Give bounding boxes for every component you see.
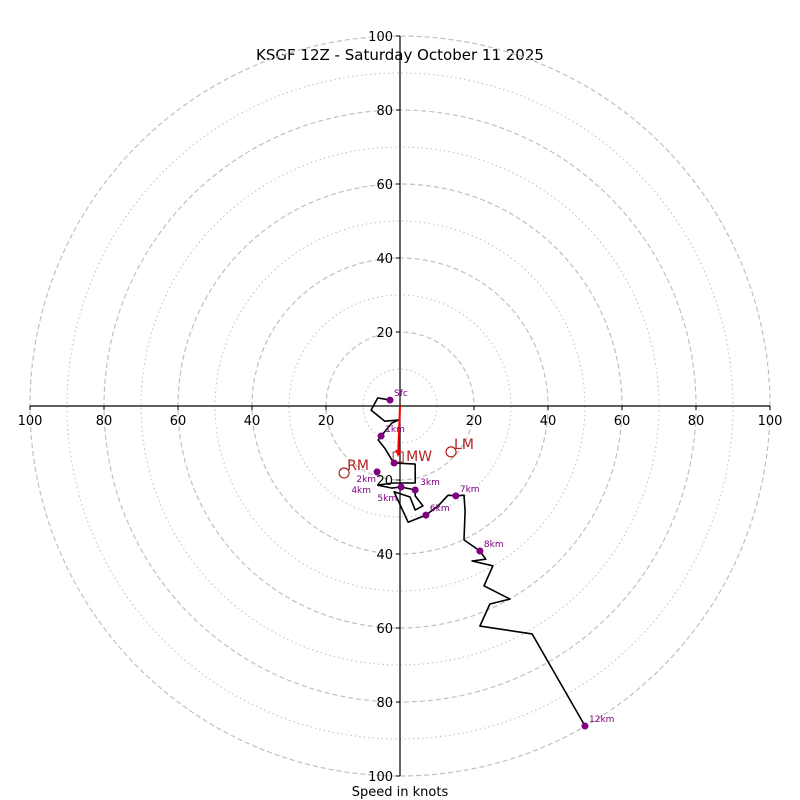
tick-label-left-60: 60 <box>170 414 187 429</box>
tick-label-top-80: 80 <box>376 104 393 119</box>
storm-label-RM: RM <box>347 458 369 474</box>
height-marker-4km <box>373 468 381 476</box>
mw-box <box>392 451 404 463</box>
height-marker-2km <box>390 459 398 467</box>
tick-label-right-20: 20 <box>466 414 483 429</box>
height-label-3km: 3km <box>420 478 440 488</box>
height-label-5km: 5km <box>377 494 397 504</box>
height-marker-6km <box>422 511 430 519</box>
tick-label-right-60: 60 <box>614 414 631 429</box>
height-markers: Sfc 1km 2km 3km 4km 5km 6km 7km 8km 12km <box>351 389 614 730</box>
mean-wind-arrow <box>392 405 404 463</box>
tick-label-left-80: 80 <box>96 414 113 429</box>
tick-label-top-60: 60 <box>376 178 393 193</box>
tick-label-top-20: 20 <box>376 326 393 341</box>
height-marker-Sfc <box>386 396 394 404</box>
height-marker-3km <box>411 486 419 494</box>
storm-label-LM: LM <box>454 437 474 453</box>
tick-label-bottom-100: 100 <box>368 770 393 785</box>
height-label-7km: 7km <box>460 485 480 495</box>
tick-label-left-20: 20 <box>318 414 335 429</box>
tick-label-left-40: 40 <box>244 414 261 429</box>
tick-label-left-100: 100 <box>18 414 43 429</box>
height-label-2km: 2km <box>356 475 376 485</box>
height-label-6km: 6km <box>430 504 450 514</box>
tick-label-bottom-60: 60 <box>376 622 393 637</box>
storm-marker-LM <box>445 446 457 458</box>
height-marker-7km <box>452 492 460 500</box>
mw-arrow-shaft <box>397 405 401 454</box>
storm-label-MW: MW <box>406 449 432 465</box>
height-marker-12km <box>581 722 589 730</box>
height-marker-8km <box>476 547 484 555</box>
tick-label-bottom-80: 80 <box>376 696 393 711</box>
tick-label-top-100: 100 <box>368 30 393 45</box>
storm-marker-RM <box>338 467 350 479</box>
trace-line <box>370 397 586 727</box>
tick-label-top-40: 40 <box>376 252 393 267</box>
height-label-1km: 1km <box>385 425 405 435</box>
hodograph-trace <box>370 397 586 727</box>
height-label-12km: 12km <box>589 715 614 725</box>
height-label-8km: 8km <box>484 540 504 550</box>
x-axis-label: Speed in knots <box>352 785 449 800</box>
tick-label-right-40: 40 <box>540 414 557 429</box>
tick-label-bottom-40: 40 <box>376 548 393 563</box>
height-label-Sfc: Sfc <box>394 389 408 399</box>
tick-label-right-80: 80 <box>688 414 705 429</box>
height-marker-1km <box>377 432 385 440</box>
height-label-4km: 4km <box>351 486 371 496</box>
height-marker-5km <box>397 483 405 491</box>
tick-label-right-100: 100 <box>758 414 783 429</box>
storm-motion-markers: MW LM RM <box>338 437 474 479</box>
